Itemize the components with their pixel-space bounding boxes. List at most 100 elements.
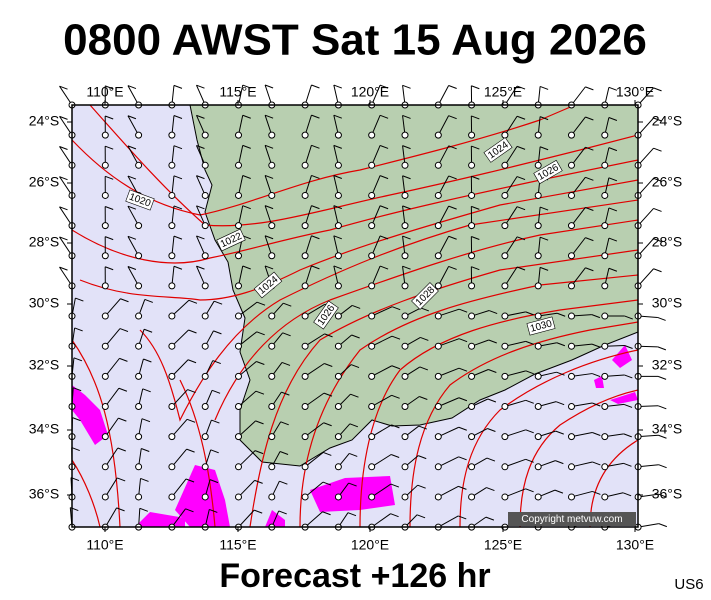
station xyxy=(135,131,143,139)
barb-staff xyxy=(304,333,325,347)
barb-staff xyxy=(571,86,586,106)
barb-flag xyxy=(282,332,291,337)
station xyxy=(135,252,143,260)
barb-staff xyxy=(264,115,273,136)
barb-staff xyxy=(59,266,73,287)
barb-staff xyxy=(438,397,460,407)
station xyxy=(201,403,209,410)
barb-staff xyxy=(438,338,460,347)
station xyxy=(501,131,509,139)
barb-flag xyxy=(402,175,411,180)
barb-staff xyxy=(371,424,392,438)
barb-flag xyxy=(75,297,84,302)
barb-flag xyxy=(585,176,594,181)
barb-flag xyxy=(210,449,219,454)
lat-label: 30°S xyxy=(29,295,60,311)
barb-flag xyxy=(458,515,467,520)
station xyxy=(268,312,276,320)
barb-flag xyxy=(311,144,320,149)
station xyxy=(301,222,309,230)
isobar-label-box xyxy=(483,137,513,163)
station xyxy=(601,372,609,380)
barb-flag xyxy=(658,493,667,498)
lon-label: 130°E xyxy=(616,84,654,100)
station xyxy=(601,282,609,290)
station xyxy=(534,191,542,199)
barb-flag xyxy=(624,374,633,379)
barb-staff xyxy=(504,206,518,226)
barb-flag xyxy=(173,115,183,119)
station xyxy=(201,131,209,139)
barb-flag xyxy=(555,460,564,465)
station xyxy=(534,131,542,139)
station xyxy=(501,403,509,410)
station xyxy=(168,342,176,350)
barb-flag xyxy=(59,115,68,120)
lat-label: 30°S xyxy=(652,295,683,311)
barb-flag xyxy=(556,342,566,347)
barb-flag xyxy=(392,306,401,311)
barb-flag xyxy=(352,304,361,309)
barb-staff xyxy=(264,175,273,196)
barb-flag xyxy=(196,114,205,119)
isobar xyxy=(71,159,639,264)
station xyxy=(468,463,476,471)
barb-staff xyxy=(196,205,206,226)
barb-flag xyxy=(419,396,428,400)
station xyxy=(601,222,609,230)
barb-flag xyxy=(254,509,263,514)
barb-flag xyxy=(539,146,549,151)
station xyxy=(201,282,209,290)
barb-flag xyxy=(348,482,357,487)
station xyxy=(201,433,209,441)
station xyxy=(168,282,176,290)
barb-staff xyxy=(196,145,206,166)
barb-flag xyxy=(658,464,667,469)
barb-flag xyxy=(255,390,265,395)
barb-flag xyxy=(608,177,618,182)
station xyxy=(235,403,242,410)
station xyxy=(334,463,342,471)
station xyxy=(468,282,476,290)
station xyxy=(101,131,109,139)
barb-flag xyxy=(264,205,274,210)
barb-staff xyxy=(371,235,381,256)
barb-flag xyxy=(264,265,274,270)
barb-flag xyxy=(127,175,137,180)
barb-staff xyxy=(104,298,121,317)
station xyxy=(168,433,176,441)
station xyxy=(534,222,542,230)
station xyxy=(434,312,442,320)
barb-flag xyxy=(539,206,549,211)
barb-staff xyxy=(637,87,654,106)
barb-flag xyxy=(379,144,389,149)
barb-staff xyxy=(104,328,121,347)
barb-staff xyxy=(196,235,206,256)
station xyxy=(434,372,442,380)
station xyxy=(501,282,509,290)
lat-label: 34°S xyxy=(29,421,60,437)
barb-flag xyxy=(471,175,480,180)
barb-flag xyxy=(592,461,601,466)
barb-staff xyxy=(264,205,273,226)
barb-flag xyxy=(653,147,662,152)
barb-flag xyxy=(585,207,594,211)
station xyxy=(301,312,309,320)
lat-label: 36°S xyxy=(652,486,683,502)
barb-flag xyxy=(59,85,68,90)
station xyxy=(301,342,309,350)
barb-flag xyxy=(59,236,68,241)
barb-flag xyxy=(471,85,480,90)
station xyxy=(434,191,442,199)
barb-flag xyxy=(525,311,534,316)
barb-flag xyxy=(242,114,251,119)
barb-flag xyxy=(347,512,357,517)
barb-flag xyxy=(142,388,151,393)
barb-flag xyxy=(623,462,632,467)
station xyxy=(401,222,409,230)
barb-flag xyxy=(390,513,399,518)
station xyxy=(301,282,309,290)
barb-flag xyxy=(264,84,274,89)
station xyxy=(101,342,109,350)
station xyxy=(334,372,342,380)
